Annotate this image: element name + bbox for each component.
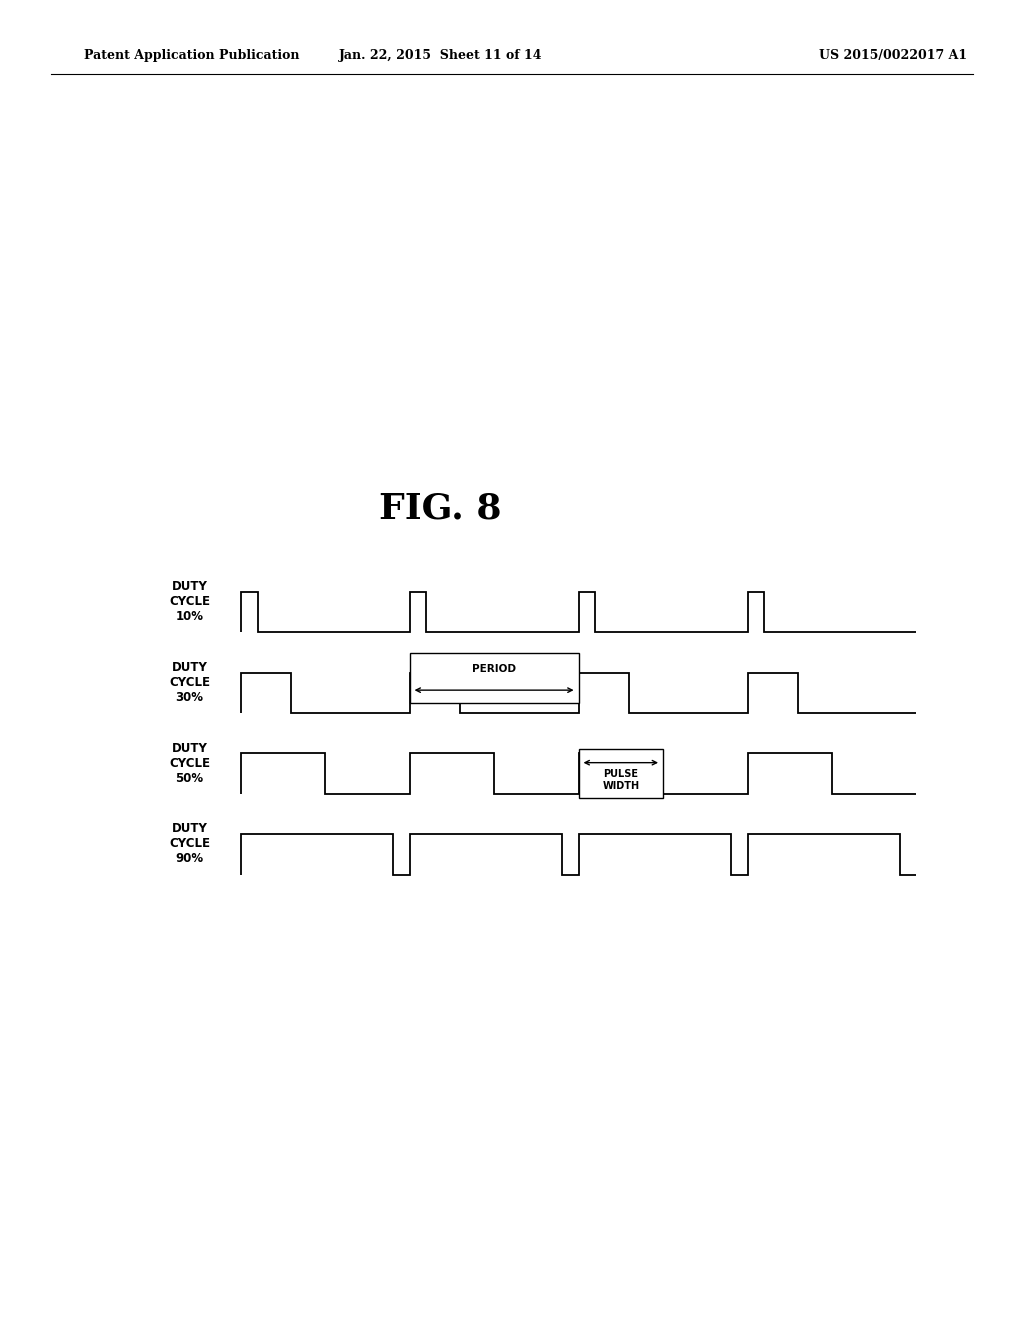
Text: PULSE
WIDTH: PULSE WIDTH (602, 770, 639, 791)
Text: PERIOD: PERIOD (472, 664, 516, 675)
Bar (579, 750, 664, 797)
Text: DUTY
CYCLE
90%: DUTY CYCLE 90% (169, 822, 210, 866)
Text: DUTY
CYCLE
30%: DUTY CYCLE 30% (169, 661, 210, 704)
Text: DUTY
CYCLE
10%: DUTY CYCLE 10% (169, 579, 210, 623)
Text: Jan. 22, 2015  Sheet 11 of 14: Jan. 22, 2015 Sheet 11 of 14 (339, 49, 542, 62)
Text: Patent Application Publication: Patent Application Publication (84, 49, 299, 62)
Bar (410, 653, 579, 704)
Text: DUTY
CYCLE
50%: DUTY CYCLE 50% (169, 742, 210, 784)
Text: US 2015/0022017 A1: US 2015/0022017 A1 (819, 49, 968, 62)
Text: FIG. 8: FIG. 8 (379, 491, 502, 525)
